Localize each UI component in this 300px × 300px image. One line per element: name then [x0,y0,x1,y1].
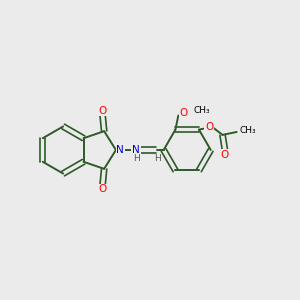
Text: N: N [116,145,124,155]
Text: O: O [99,184,107,194]
Text: N: N [132,145,140,155]
Text: O: O [179,107,188,118]
Text: H: H [133,154,140,163]
Text: H: H [154,154,161,163]
Text: O: O [99,106,107,116]
Text: O: O [221,150,229,160]
Text: CH₃: CH₃ [239,126,256,135]
Text: O: O [205,122,213,132]
Text: CH₃: CH₃ [194,106,210,115]
